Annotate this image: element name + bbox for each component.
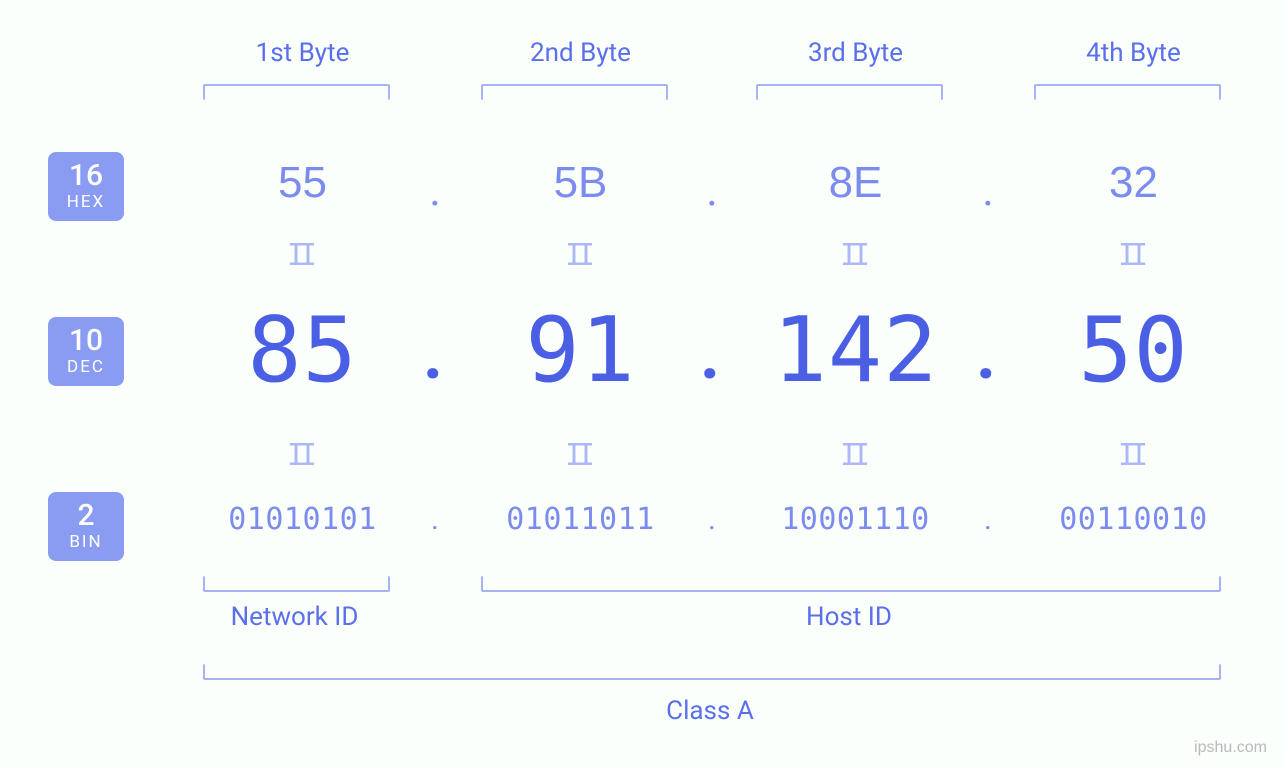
separator-dot: . — [425, 164, 445, 216]
separator-dot: . — [422, 304, 442, 398]
equals-icon: II — [557, 438, 597, 473]
label-host-id: Host ID — [481, 602, 1217, 632]
ip-bases-diagram: 1st Byte 2nd Byte 3rd Byte 4th Byte 16 H… — [0, 0, 1285, 767]
dec-byte-3: 142 — [753, 298, 958, 403]
row-dec: 85 . 91 . 142 . 50 — [200, 298, 1225, 408]
row-hex: 55 . 5B . 8E . 32 — [200, 158, 1225, 218]
hex-byte-1: 55 — [200, 158, 405, 208]
separator-dot: . — [978, 164, 998, 216]
equals-icon: II — [279, 438, 319, 473]
bracket-network-id — [203, 576, 390, 592]
equals-icon: II — [1110, 438, 1150, 473]
bracket-top-2 — [481, 84, 668, 100]
byte-header-4: 4th Byte — [1031, 38, 1236, 68]
badge-hex: 16 HEX — [48, 152, 124, 221]
dec-byte-2: 91 — [478, 298, 683, 403]
badge-num: 2 — [48, 500, 124, 532]
separator-dot: . — [702, 502, 722, 537]
badge-label: BIN — [48, 534, 124, 552]
badge-num: 10 — [48, 325, 124, 357]
bracket-class — [203, 664, 1221, 680]
hex-byte-4: 32 — [1031, 158, 1236, 208]
dec-byte-4: 50 — [1031, 298, 1236, 403]
equals-icon: II — [279, 238, 319, 273]
equals-icon: II — [832, 438, 872, 473]
hex-byte-3: 8E — [753, 158, 958, 208]
bin-byte-1: 01010101 — [200, 502, 405, 537]
label-class: Class A — [203, 696, 1217, 726]
bracket-host-id — [481, 576, 1221, 592]
separator-dot: . — [702, 164, 722, 216]
equals-icon: II — [1110, 238, 1150, 273]
badge-bin: 2 BIN — [48, 492, 124, 561]
bracket-top-4 — [1034, 84, 1221, 100]
badge-label: HEX — [48, 194, 124, 212]
byte-header-label: 3rd Byte — [753, 38, 958, 68]
separator-dot: . — [425, 502, 445, 537]
bracket-top-3 — [756, 84, 943, 100]
label-network-id: Network ID — [203, 602, 386, 632]
badge-dec: 10 DEC — [48, 317, 124, 386]
badge-label: DEC — [48, 359, 124, 377]
hex-byte-2: 5B — [478, 158, 683, 208]
byte-header-1: 1st Byte — [200, 38, 405, 68]
badge-num: 16 — [48, 160, 124, 192]
bin-byte-2: 01011011 — [478, 502, 683, 537]
byte-header-label: 2nd Byte — [478, 38, 683, 68]
byte-header-label: 4th Byte — [1031, 38, 1236, 68]
separator-dot: . — [699, 304, 719, 398]
dec-byte-1: 85 — [200, 298, 405, 403]
byte-header-3: 3rd Byte — [753, 38, 958, 68]
byte-header-2: 2nd Byte — [478, 38, 683, 68]
row-bin: 01010101 . 01011011 . 10001110 . 0011001… — [200, 502, 1225, 542]
watermark: ipshu.com — [1194, 739, 1267, 757]
equals-icon: II — [557, 238, 597, 273]
separator-dot: . — [975, 304, 995, 398]
bin-byte-4: 00110010 — [1031, 502, 1236, 537]
separator-dot: . — [978, 502, 998, 537]
equals-icon: II — [832, 238, 872, 273]
byte-header-label: 1st Byte — [200, 38, 405, 68]
bin-byte-3: 10001110 — [753, 502, 958, 537]
bracket-top-1 — [203, 84, 390, 100]
